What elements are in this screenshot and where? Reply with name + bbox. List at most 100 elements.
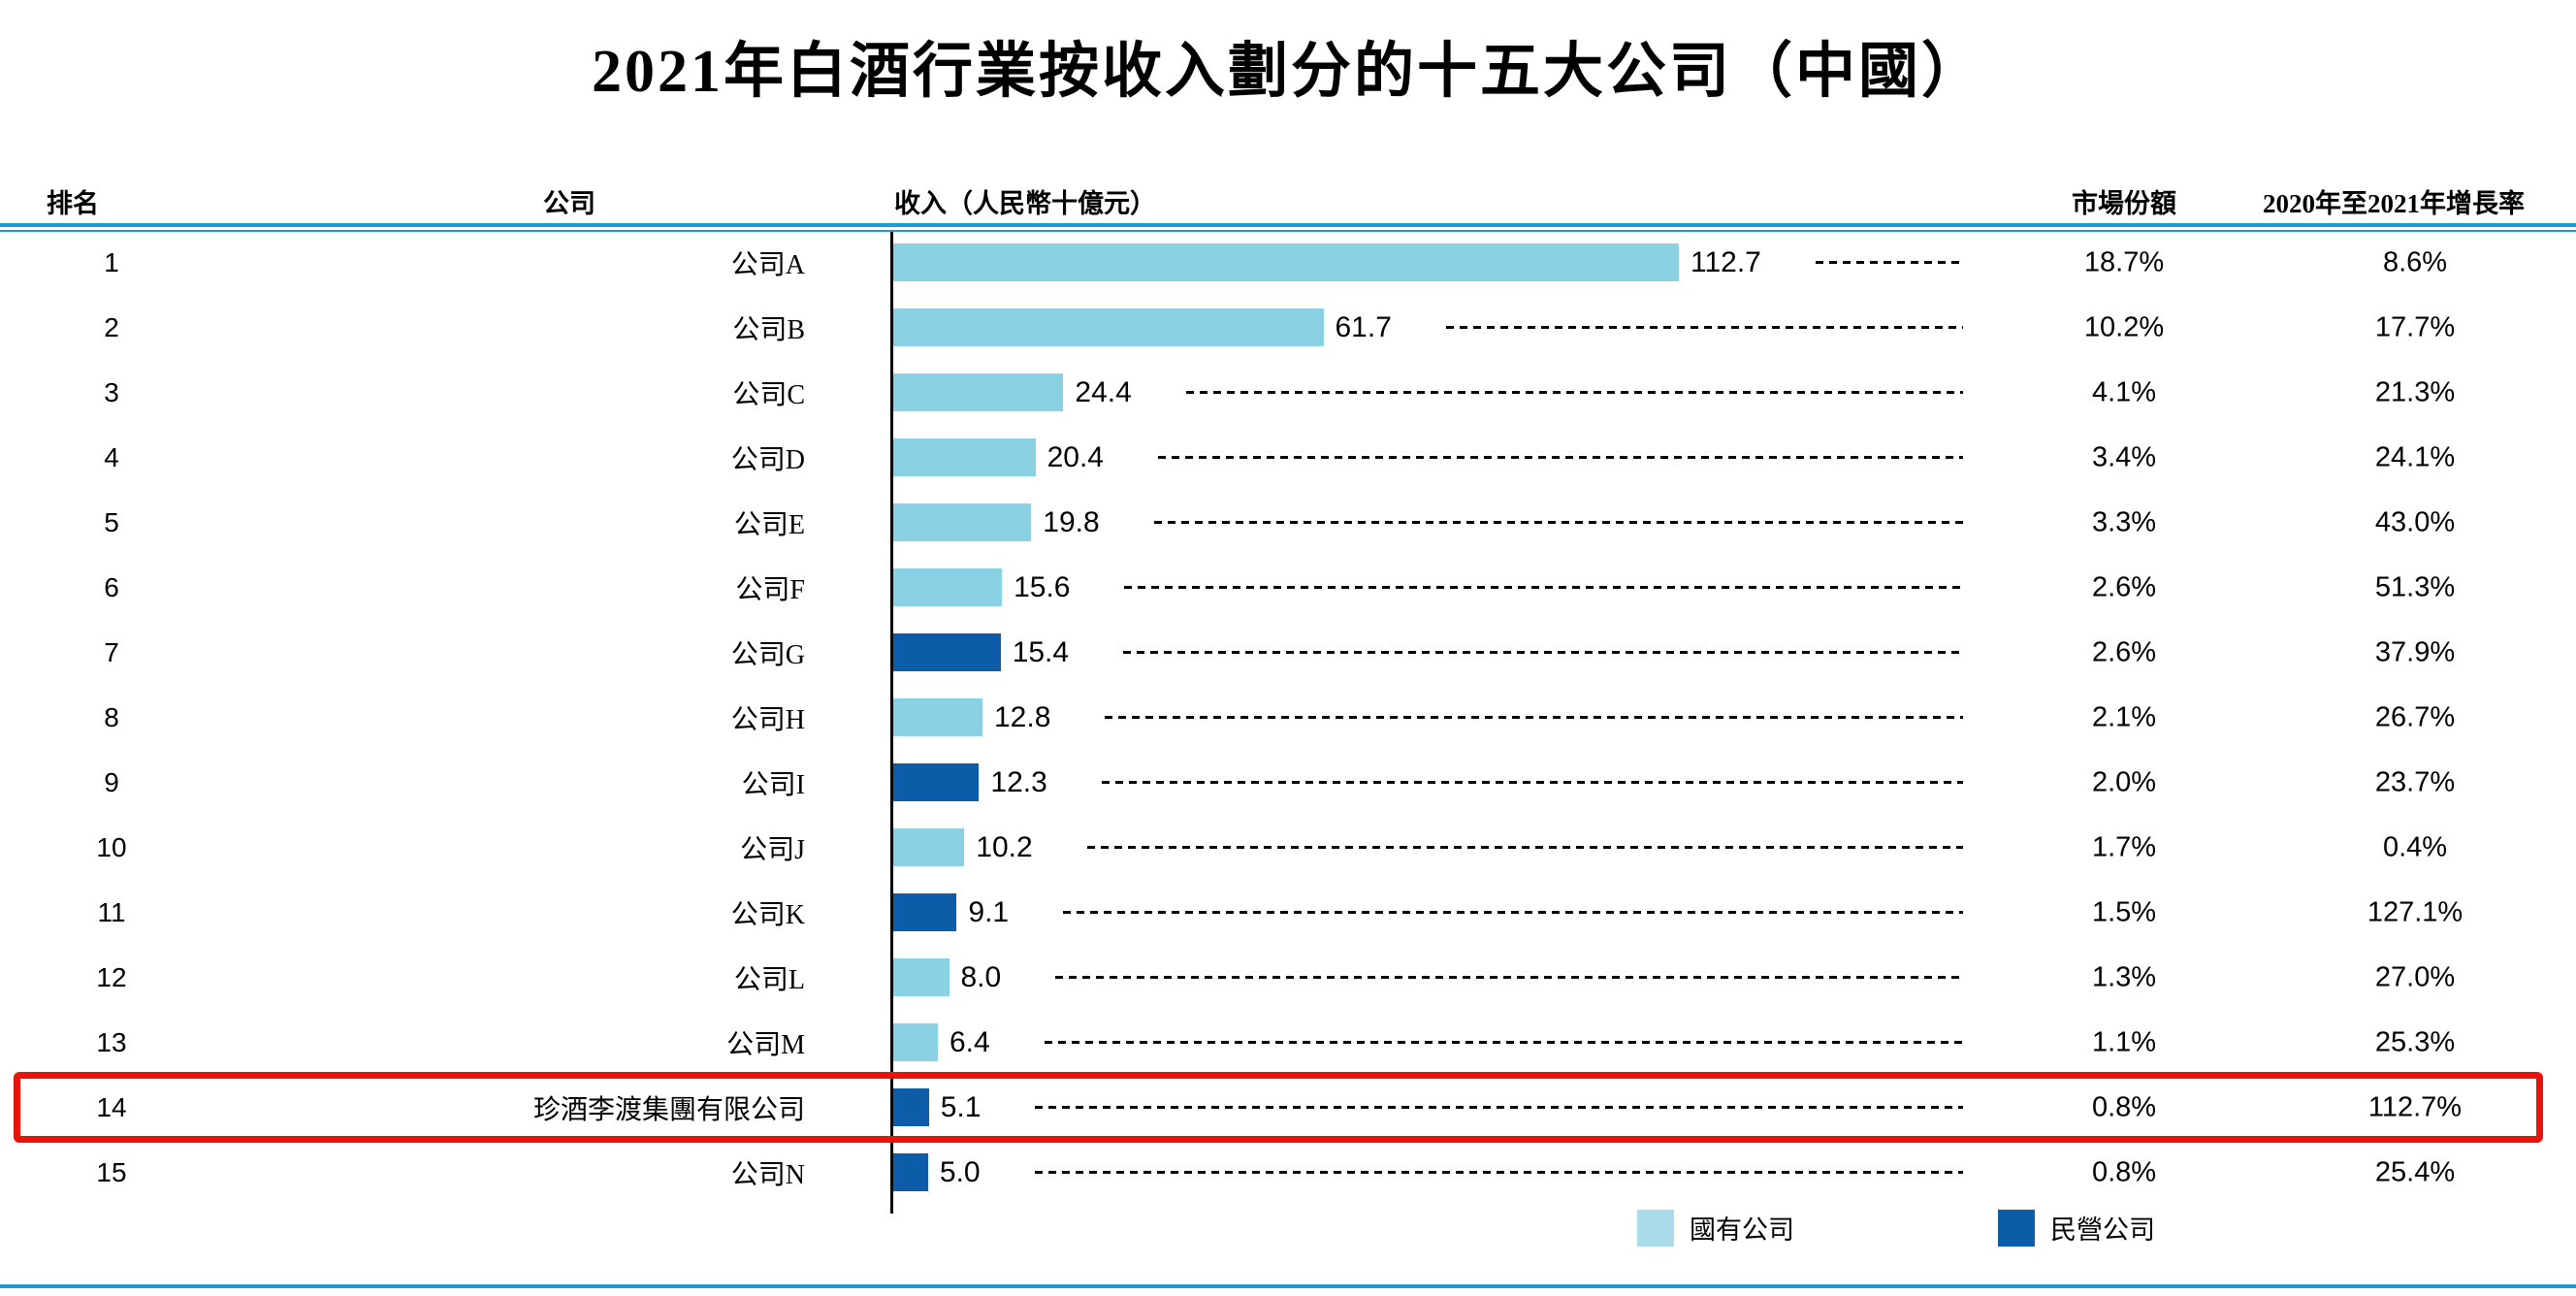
growth-cell: 51.3% [2374,571,2456,602]
revenue-bar [893,893,957,931]
rank-cell: 5 [104,506,119,537]
revenue-value: 12.3 [990,765,1047,798]
column-header-market-share: 市場份額 [2072,189,2176,218]
revenue-value: 24.4 [1075,375,1132,408]
company-cell: 公司A [730,249,805,280]
market-share-cell: 1.3% [2091,961,2157,992]
revenue-bar [893,243,1679,281]
table-body: 1 公司A 112.7 18.7% 8.6% 2 公司B 61.7 10.2% … [0,230,2576,1205]
table-row: 3 公司C 24.4 4.1% 21.3% [0,360,2576,425]
market-share-cell: 1.7% [2091,831,2157,862]
rank-cell: 9 [104,766,119,797]
bar-zone: 12.3 [893,750,1963,815]
growth-cell: 17.7% [2374,311,2456,342]
growth-cell: 26.7% [2374,701,2456,732]
revenue-bar [893,503,1032,541]
company-cell: 公司E [733,509,805,540]
header-divider-line [0,223,2576,232]
growth-cell: 37.9% [2374,636,2456,667]
revenue-bar [893,633,1001,671]
private-color-swatch [1998,1209,2035,1247]
chart-title: 2021年白酒行業按收入劃分的十五大公司（中國） [591,39,1984,105]
rank-cell: 2 [104,311,119,342]
company-cell: 公司G [730,639,805,670]
company-cell: 公司F [735,574,805,605]
growth-cell: 27.0% [2374,961,2456,992]
rank-cell: 12 [96,961,127,992]
leader-dashes-line [1157,456,1963,459]
company-cell: 公司N [730,1159,805,1190]
revenue-value: 5.1 [940,1090,982,1123]
company-cell: 公司H [730,704,805,735]
revenue-bar [893,958,950,996]
table-row: 12 公司L 8.0 1.3% 27.0% [0,945,2576,1010]
column-header-company: 公司 [543,189,596,218]
revenue-value: 9.1 [968,895,1010,928]
revenue-value: 12.8 [994,700,1051,733]
bar-zone: 8.0 [893,945,1963,1010]
company-cell: 公司D [730,444,805,475]
table-row: 7 公司G 15.4 2.6% 37.9% [0,620,2576,685]
revenue-bar [893,568,1003,606]
rank-cell: 4 [104,441,119,472]
market-share-cell: 2.6% [2091,636,2157,667]
company-cell: 公司B [732,314,805,345]
rank-cell: 7 [104,636,119,667]
table-row: 14 珍酒李渡集團有限公司 5.1 0.8% 112.7% [0,1072,2576,1143]
rank-cell: 8 [104,701,119,732]
market-share-cell: 10.2% [2083,311,2165,342]
revenue-bar [893,1088,929,1126]
revenue-bar [893,763,980,801]
rank-cell: 11 [97,896,126,927]
growth-cell: 24.1% [2374,441,2456,472]
market-share-cell: 0.8% [2091,1091,2157,1122]
legend-item-private: 民營公司 [1998,1209,2155,1247]
table-row: 1 公司A 112.7 18.7% 8.6% [0,230,2576,295]
growth-cell: 8.6% [2382,246,2448,277]
revenue-bar [893,308,1324,346]
growth-cell: 25.3% [2374,1026,2456,1057]
bar-zone: 19.8 [893,490,1963,555]
revenue-value: 20.4 [1046,440,1104,473]
legend-label-state: 國有公司 [1690,1215,1794,1245]
revenue-value: 6.4 [950,1025,990,1058]
bar-zone: 15.6 [893,555,1963,620]
rank-cell: 10 [96,831,127,862]
column-header-growth: 2020年至2021年增長率 [2263,189,2525,218]
growth-cell: 112.7% [2367,1091,2463,1122]
bar-zone: 12.8 [893,685,1963,750]
table-row: 13 公司M 6.4 1.1% 25.3% [0,1010,2576,1075]
table-row: 2 公司B 61.7 10.2% 17.7% [0,295,2576,360]
leader-dashes-line [1063,911,1963,914]
market-share-cell: 0.8% [2091,1156,2157,1187]
market-share-cell: 2.1% [2091,701,2157,732]
bottom-divider-line [0,1284,2576,1288]
bar-zone: 6.4 [893,1010,1963,1075]
table-row: 6 公司F 15.6 2.6% 51.3% [0,555,2576,620]
leader-dashes-line [1044,1041,1963,1044]
rank-cell: 14 [96,1091,127,1122]
leader-dashes-line [1034,1171,1963,1174]
leader-dashes-line [1185,391,1963,394]
growth-cell: 21.3% [2374,376,2456,407]
rank-cell: 3 [104,376,119,407]
market-share-cell: 3.3% [2091,506,2157,537]
bar-zone: 10.2 [893,815,1963,880]
column-header-revenue: 收入（人民幣十億元） [894,189,1156,218]
market-share-cell: 2.6% [2091,571,2157,602]
revenue-bar [893,373,1064,411]
bar-zone: 112.7 [893,230,1963,295]
bar-zone: 5.1 [893,1075,1963,1140]
company-cell: 公司C [732,379,805,410]
market-share-cell: 2.0% [2091,766,2157,797]
revenue-value: 15.6 [1014,570,1071,603]
revenue-value: 19.8 [1043,505,1100,538]
company-cell: 公司M [726,1029,805,1060]
column-header-rank: 排名 [47,189,99,218]
bar-zone: 5.0 [893,1140,1963,1205]
revenue-bar [893,698,982,736]
revenue-bar [893,1153,928,1191]
revenue-value: 61.7 [1335,310,1392,343]
revenue-value: 112.7 [1690,245,1761,278]
leader-dashes-line [1123,651,1963,654]
